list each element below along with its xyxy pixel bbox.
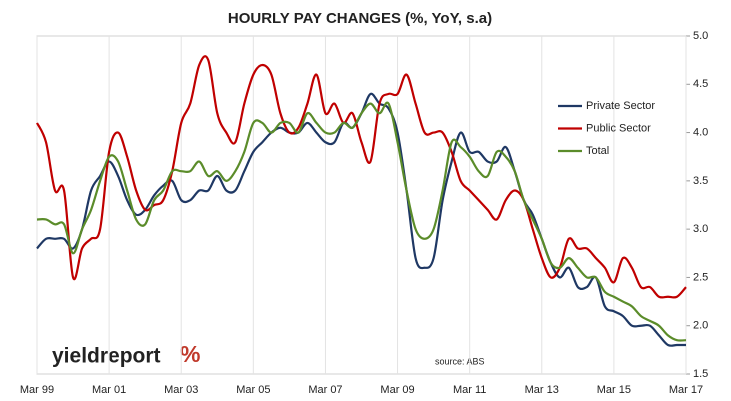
logo-symbol: % [180, 341, 200, 367]
series-line [36, 101, 687, 342]
y-tick-label: 4.0 [693, 126, 708, 138]
x-tick-label: Mar 15 [597, 384, 631, 396]
y-tick-label: 2.0 [693, 320, 708, 332]
x-tick-label: Mar 17 [669, 384, 703, 396]
y-tick-label: 4.5 [693, 78, 708, 90]
legend-label: Private Sector [586, 100, 655, 112]
source-note: source: ABS [435, 356, 485, 366]
logo-text: yieldreport [52, 345, 161, 368]
x-tick-label: Mar 99 [20, 384, 54, 396]
x-tick-label: Mar 13 [525, 384, 559, 396]
x-tick-label: Mar 09 [380, 384, 414, 396]
x-tick-label: Mar 07 [308, 384, 342, 396]
y-tick-label: 3.5 [693, 175, 708, 187]
y-tick-label: 3.0 [693, 223, 708, 235]
chart-title: HOURLY PAY CHANGES (%, YoY, s.a) [228, 10, 492, 27]
x-tick-label: Mar 03 [164, 384, 198, 396]
x-tick-label: Mar 01 [92, 384, 126, 396]
plot-area [36, 35, 687, 375]
legend-label: Total [586, 145, 609, 157]
x-tick-label: Mar 11 [453, 384, 486, 396]
x-tick-label: Mar 05 [236, 384, 270, 396]
legend-label: Public Sector [586, 122, 651, 134]
series-line [36, 55, 687, 299]
y-tick-label: 5.0 [693, 30, 708, 42]
y-tick-label: 2.5 [693, 271, 708, 283]
y-tick-label: 1.5 [693, 368, 708, 380]
